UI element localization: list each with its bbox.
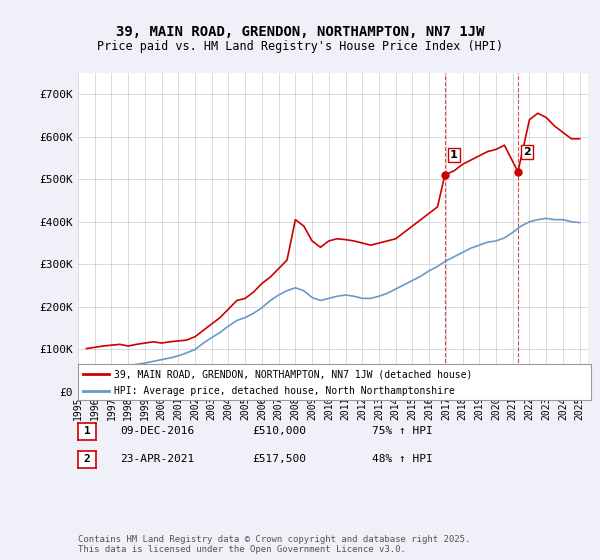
Text: 23-APR-2021: 23-APR-2021 bbox=[120, 454, 194, 464]
Text: 1: 1 bbox=[450, 150, 458, 160]
Text: £510,000: £510,000 bbox=[252, 426, 306, 436]
Text: 2: 2 bbox=[83, 454, 91, 464]
Text: 48% ↑ HPI: 48% ↑ HPI bbox=[372, 454, 433, 464]
Text: 09-DEC-2016: 09-DEC-2016 bbox=[120, 426, 194, 436]
Text: Contains HM Land Registry data © Crown copyright and database right 2025.
This d: Contains HM Land Registry data © Crown c… bbox=[78, 535, 470, 554]
Text: £517,500: £517,500 bbox=[252, 454, 306, 464]
Text: 39, MAIN ROAD, GRENDON, NORTHAMPTON, NN7 1JW (detached house): 39, MAIN ROAD, GRENDON, NORTHAMPTON, NN7… bbox=[114, 369, 472, 379]
Text: HPI: Average price, detached house, North Northamptonshire: HPI: Average price, detached house, Nort… bbox=[114, 386, 455, 396]
Text: 39, MAIN ROAD, GRENDON, NORTHAMPTON, NN7 1JW: 39, MAIN ROAD, GRENDON, NORTHAMPTON, NN7… bbox=[116, 25, 484, 39]
Text: 1: 1 bbox=[83, 426, 91, 436]
Text: 2: 2 bbox=[523, 147, 531, 157]
Text: Price paid vs. HM Land Registry's House Price Index (HPI): Price paid vs. HM Land Registry's House … bbox=[97, 40, 503, 53]
Text: 75% ↑ HPI: 75% ↑ HPI bbox=[372, 426, 433, 436]
